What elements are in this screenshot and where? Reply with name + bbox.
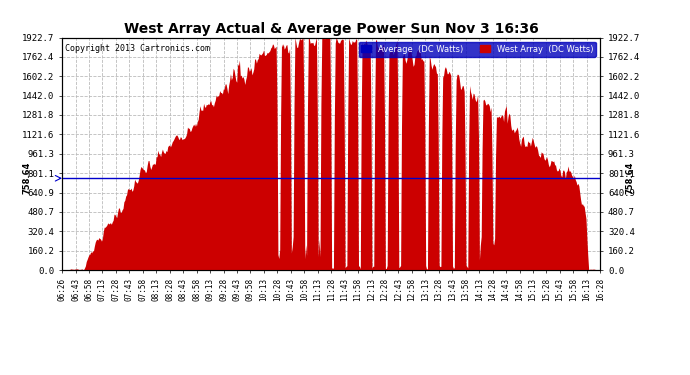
Text: 758.64: 758.64 [625,162,634,195]
Title: West Array Actual & Average Power Sun Nov 3 16:36: West Array Actual & Average Power Sun No… [124,22,539,36]
Text: Copyright 2013 Cartronics.com: Copyright 2013 Cartronics.com [65,45,210,54]
Text: 758.64: 758.64 [23,162,32,195]
Legend: Average  (DC Watts), West Array  (DC Watts): Average (DC Watts), West Array (DC Watts… [359,42,596,57]
